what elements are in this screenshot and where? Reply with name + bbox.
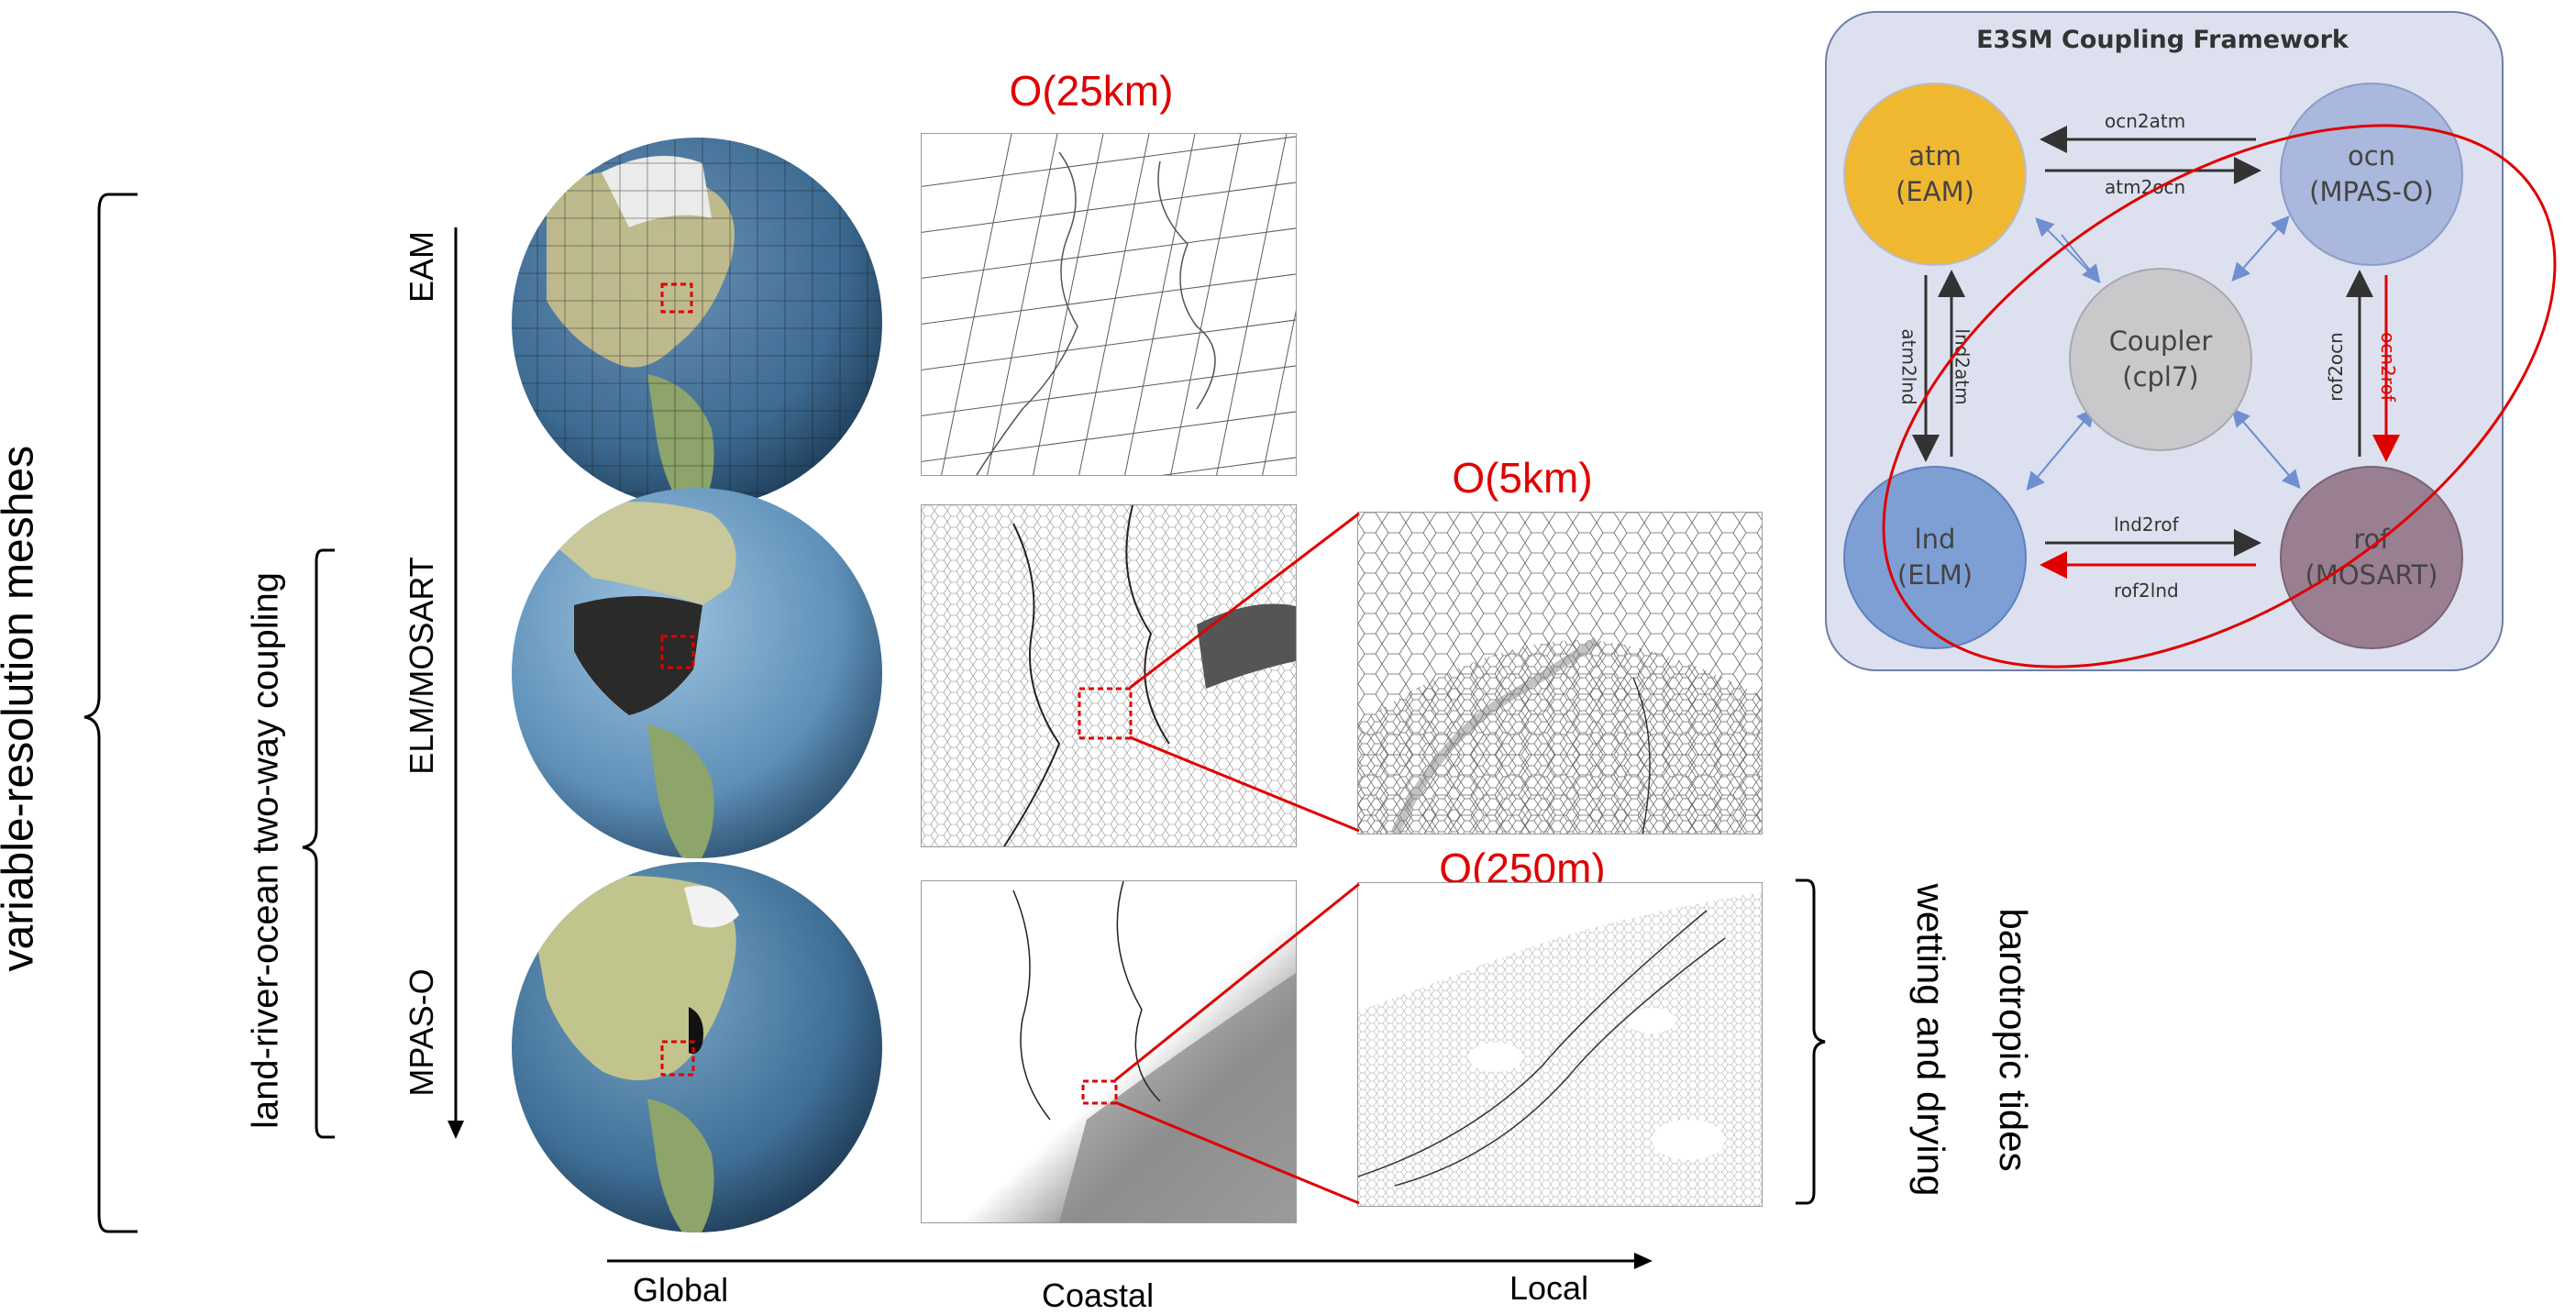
node-atm: atm (EAM): [1843, 83, 2027, 266]
focus-box-coastal-5km: [1078, 687, 1133, 740]
outer-brace: [83, 193, 138, 1233]
node-rof-model: (MOSART): [2305, 559, 2438, 591]
local-panel-5km: [1357, 512, 1763, 834]
coastal-panel-mpas-o: [921, 880, 1297, 1223]
axis-coastal: Coastal: [1042, 1276, 1155, 1314]
node-lnd-name: lnd: [1914, 523, 1956, 555]
node-atm-model: (EAM): [1896, 176, 1974, 207]
node-ocn: ocn (MPAS-O): [2280, 83, 2463, 266]
axis-local: Local: [1509, 1269, 1589, 1307]
node-coupler: Coupler (cpl7): [2069, 268, 2252, 451]
edge-lnd2rof: lnd2rof: [2114, 514, 2179, 536]
node-coupler-model: (cpl7): [2122, 361, 2199, 392]
coastal-panel-eam: [921, 133, 1297, 476]
tides-brace: [1796, 879, 1826, 1205]
node-lnd-model: (ELM): [1896, 559, 1973, 591]
globe-eam: [512, 138, 882, 508]
node-ocn-name: ocn: [2347, 139, 2396, 171]
scale-axis-arrowhead: [1634, 1253, 1653, 1269]
local-panel-250m: [1357, 882, 1763, 1207]
node-coupler-name: Coupler: [2108, 325, 2213, 357]
model-axis-arrowhead: [448, 1121, 464, 1139]
node-lnd: lnd (ELM): [1843, 466, 2027, 649]
globe-mpas-o: [512, 862, 882, 1232]
node-atm-name: atm: [1908, 139, 1962, 171]
framework-title: E3SM Coupling Framework: [1976, 26, 2349, 54]
node-ocn-model: (MPAS-O): [2309, 176, 2434, 207]
globe-elm-mosart: [512, 488, 882, 858]
coastal-panel-elm-mosart: [921, 504, 1297, 847]
axis-global: Global: [633, 1271, 729, 1309]
focus-box-eam: [660, 282, 693, 314]
coupling-brace: [302, 548, 335, 1139]
focus-box-elm-mosart: [660, 635, 695, 669]
resolution-25km: O(25km): [1009, 67, 1174, 115]
focus-box-mpas-o: [660, 1040, 695, 1077]
edge-rof2lnd: rof2lnd: [2114, 580, 2179, 602]
resolution-5km: O(5km): [1452, 454, 1593, 502]
edge-ocn2atm: ocn2atm: [2105, 110, 2186, 132]
